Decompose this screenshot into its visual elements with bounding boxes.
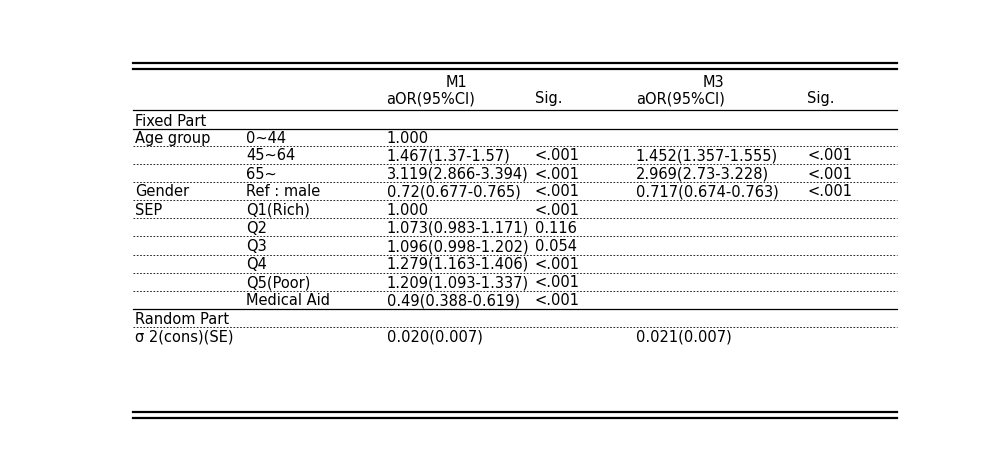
Text: 1.073(0.983-1.171): 1.073(0.983-1.171)	[387, 220, 529, 235]
Text: 0~44: 0~44	[246, 130, 286, 145]
Text: <.001: <.001	[535, 292, 580, 307]
Text: 1.000: 1.000	[387, 203, 429, 218]
Text: 0.72(0.677-0.765): 0.72(0.677-0.765)	[387, 184, 521, 199]
Text: Sig.: Sig.	[535, 91, 562, 106]
Text: aOR(95%CI): aOR(95%CI)	[636, 91, 725, 106]
Text: 0.054: 0.054	[535, 238, 577, 254]
Text: aOR(95%CI): aOR(95%CI)	[387, 91, 475, 106]
Text: Q5(Poor): Q5(Poor)	[246, 275, 311, 290]
Text: 1.452(1.357-1.555): 1.452(1.357-1.555)	[636, 148, 778, 163]
Text: σ 2(cons)(SE): σ 2(cons)(SE)	[135, 328, 233, 344]
Text: 65~: 65~	[246, 167, 277, 181]
Text: 0.717(0.674-0.763): 0.717(0.674-0.763)	[636, 184, 779, 199]
Text: 1.467(1.37-1.57): 1.467(1.37-1.57)	[387, 148, 511, 163]
Text: <.001: <.001	[535, 167, 580, 181]
Text: 1.209(1.093-1.337): 1.209(1.093-1.337)	[387, 275, 529, 290]
Text: Ref : male: Ref : male	[246, 184, 321, 199]
Text: 0.49(0.388-0.619): 0.49(0.388-0.619)	[387, 292, 520, 307]
Text: Gender: Gender	[135, 184, 189, 199]
Text: Q4: Q4	[246, 257, 267, 271]
Text: <.001: <.001	[535, 203, 580, 218]
Text: Q1(Rich): Q1(Rich)	[246, 203, 311, 218]
Text: Sig.: Sig.	[807, 91, 834, 106]
Text: <.001: <.001	[807, 184, 852, 199]
Text: <.001: <.001	[535, 257, 580, 271]
Text: <.001: <.001	[807, 148, 852, 163]
Text: <.001: <.001	[535, 184, 580, 199]
Text: SEP: SEP	[135, 203, 162, 218]
Text: M3: M3	[702, 75, 725, 90]
Text: <.001: <.001	[535, 148, 580, 163]
Text: 45~64: 45~64	[246, 148, 295, 163]
Text: 0.020(0.007): 0.020(0.007)	[387, 328, 482, 344]
Text: Age group: Age group	[135, 130, 210, 145]
Text: M1: M1	[446, 75, 467, 90]
Text: 0.116: 0.116	[535, 220, 577, 235]
Text: Medical Aid: Medical Aid	[246, 292, 331, 307]
Text: 1.096(0.998-1.202): 1.096(0.998-1.202)	[387, 238, 530, 254]
Text: <.001: <.001	[807, 167, 852, 181]
Text: 1.000: 1.000	[387, 130, 429, 145]
Text: Random Part: Random Part	[135, 311, 229, 326]
Text: <.001: <.001	[535, 275, 580, 290]
Text: 3.119(2.866-3.394): 3.119(2.866-3.394)	[387, 167, 529, 181]
Text: 1.279(1.163-1.406): 1.279(1.163-1.406)	[387, 257, 529, 271]
Text: Fixed Part: Fixed Part	[135, 114, 206, 129]
Text: Q3: Q3	[246, 238, 267, 254]
Text: 0.021(0.007): 0.021(0.007)	[636, 328, 732, 344]
Text: Q2: Q2	[246, 220, 267, 235]
Text: 2.969(2.73-3.228): 2.969(2.73-3.228)	[636, 167, 769, 181]
